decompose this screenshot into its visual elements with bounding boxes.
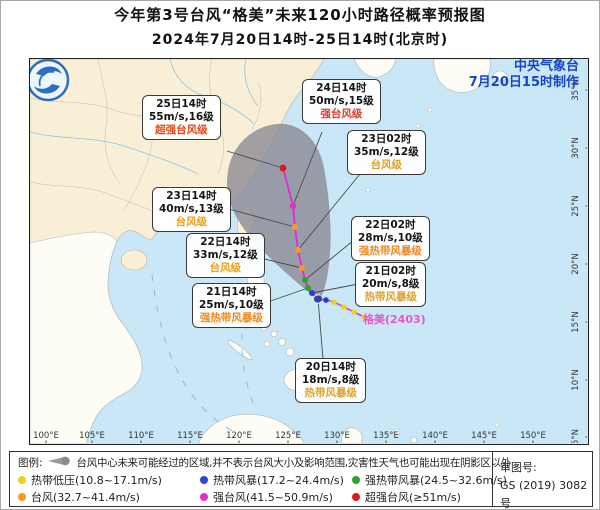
legend-title: 图例: <box>18 457 43 469</box>
legend-item-superty: 超强台风(≥51m/s) <box>352 489 507 505</box>
svg-text:5°N: 5°N <box>571 429 581 443</box>
approval-number: GS (2019) 3082号 <box>500 479 588 510</box>
landmass-foreign <box>30 59 525 443</box>
legend-item-sts: 强热带风暴(24.5~32.6m/s) <box>352 472 507 488</box>
track-point-22d14h <box>299 265 305 271</box>
borneo <box>198 413 305 443</box>
svg-text:145°E: 145°E <box>471 431 497 441</box>
forecast-label-20d14h: 20日14时 18m/s,8级 热带风暴级 <box>295 358 367 403</box>
legend-main: 图例: 台风中心未来可能经过的区域,并不表示台风大小及影响范围,灾害性天气也可能… <box>10 452 511 506</box>
legend-dot-sts <box>352 476 360 484</box>
map-approval: 审图号: GS (2019) 3082号 <box>492 452 592 509</box>
lon-labels: 100°E 105°E 110°E 115°E 120°E 125°E 130°… <box>33 431 546 441</box>
svg-text:150°E: 150°E <box>520 431 546 441</box>
legend-item-sty: 强台风(41.5~50.9m/s) <box>200 489 352 505</box>
svg-text:115°E: 115°E <box>177 431 203 441</box>
legend-dot-superty <box>352 493 360 501</box>
probability-cone <box>227 123 331 300</box>
forecast-label-22d14h: 22日14时 33m/s,12级 台风级 <box>186 233 265 278</box>
typhoon-marker-icon <box>314 294 322 304</box>
forecast-label-22d02h: 22日02时 28m/s,10级 强热带风暴级 <box>351 216 430 261</box>
track-point-24d14h <box>289 202 297 210</box>
svg-text:135°E: 135°E <box>373 431 399 441</box>
forecast-label-25d14h: 25日14时 55m/s,16级 超强台风级 <box>142 95 221 140</box>
svg-text:100°E: 100°E <box>33 431 59 441</box>
dashed-sea-boundary <box>151 253 257 435</box>
issue-time: 7月20日15时制作 <box>468 75 579 90</box>
agency-name: 中央气象台 <box>513 59 579 74</box>
legend-item-td: 热带低压(10.8~17.1m/s) <box>18 472 200 488</box>
agency-watermark: 中央气象台 7月20日15时制作 <box>469 59 579 91</box>
forecast-label-23d14h: 23日14时 40m/s,13级 台风级 <box>152 187 231 232</box>
cone-icon <box>47 455 73 470</box>
forecast-label-21d02h: 21日02时 20m/s,8级 热带风暴级 <box>355 262 427 307</box>
legend: 图例: 台风中心未来可能经过的区域,并不表示台风大小及影响范围,灾害性天气也可能… <box>9 451 593 509</box>
svg-text:25°N: 25°N <box>571 195 581 216</box>
lat-labels: 35°N 30°N 25°N 20°N 15°N 10°N 5°N <box>571 79 581 443</box>
indochina <box>30 231 143 443</box>
track-point-21d02h <box>309 290 315 296</box>
svg-text:140°E: 140°E <box>422 431 448 441</box>
svg-text:110°E: 110°E <box>128 431 154 441</box>
svg-text:20°N: 20°N <box>571 253 581 274</box>
past-track <box>317 297 367 320</box>
page-subtitle: 2024年7月20日14时-25日14时(北京时) <box>151 32 449 48</box>
cma-logo-icon <box>30 59 70 102</box>
header: 今年第3号台风“格美”未来120小时路径概率预报图 2024年7月20日14时-… <box>1 4 599 49</box>
track-point-22d02h <box>302 277 308 283</box>
track-point-23d02h <box>295 247 301 253</box>
svg-text:120°E: 120°E <box>226 431 252 441</box>
legend-dot-ty <box>18 493 26 501</box>
svg-text:125°E: 125°E <box>275 431 301 441</box>
axis-ticks <box>45 89 587 443</box>
legend-item-ts: 热带风暴(17.2~24.4m/s) <box>200 472 352 488</box>
kyushu <box>433 59 491 93</box>
svg-text:105°E: 105°E <box>79 431 105 441</box>
legend-dot-td <box>18 476 26 484</box>
legend-dot-ts <box>200 476 208 484</box>
svg-text:10°N: 10°N <box>571 369 581 390</box>
approval-label: 审图号: <box>500 461 537 474</box>
legend-item-ty: 台风(32.7~41.4m/s) <box>18 489 200 505</box>
track-point-25d14h <box>279 164 287 172</box>
lon-ticks <box>45 440 534 443</box>
cone-note: 台风中心未来可能经过的区域,并不表示台风大小及影响范围,灾害性天气也可能出现在阴… <box>76 457 512 469</box>
korea <box>353 59 397 78</box>
legend-dot-sty <box>200 493 208 501</box>
svg-text:15°N: 15°N <box>571 311 581 332</box>
page-title: 今年第3号台风“格美”未来120小时路径概率预报图 <box>114 6 486 24</box>
svg-text:35°N: 35°N <box>571 79 581 100</box>
forecast-label-24d14h: 24日14时 50m/s,15级 强台风级 <box>302 79 381 124</box>
svg-text:130°E: 130°E <box>324 431 350 441</box>
track-point-21d14h <box>305 285 311 291</box>
track-point-23d14h <box>292 224 298 230</box>
forecast-label-21d14h: 21日14时 25m/s,10级 强热带风暴级 <box>192 283 271 328</box>
forecast-label-23d02h: 23日02时 35m/s,12级 台风级 <box>347 130 426 175</box>
lat-ticks <box>585 89 587 438</box>
storm-name-label: 格美(2403) <box>363 313 426 326</box>
hainan <box>120 249 148 271</box>
forecast-track <box>279 164 322 304</box>
svg-text:30°N: 30°N <box>571 137 581 158</box>
